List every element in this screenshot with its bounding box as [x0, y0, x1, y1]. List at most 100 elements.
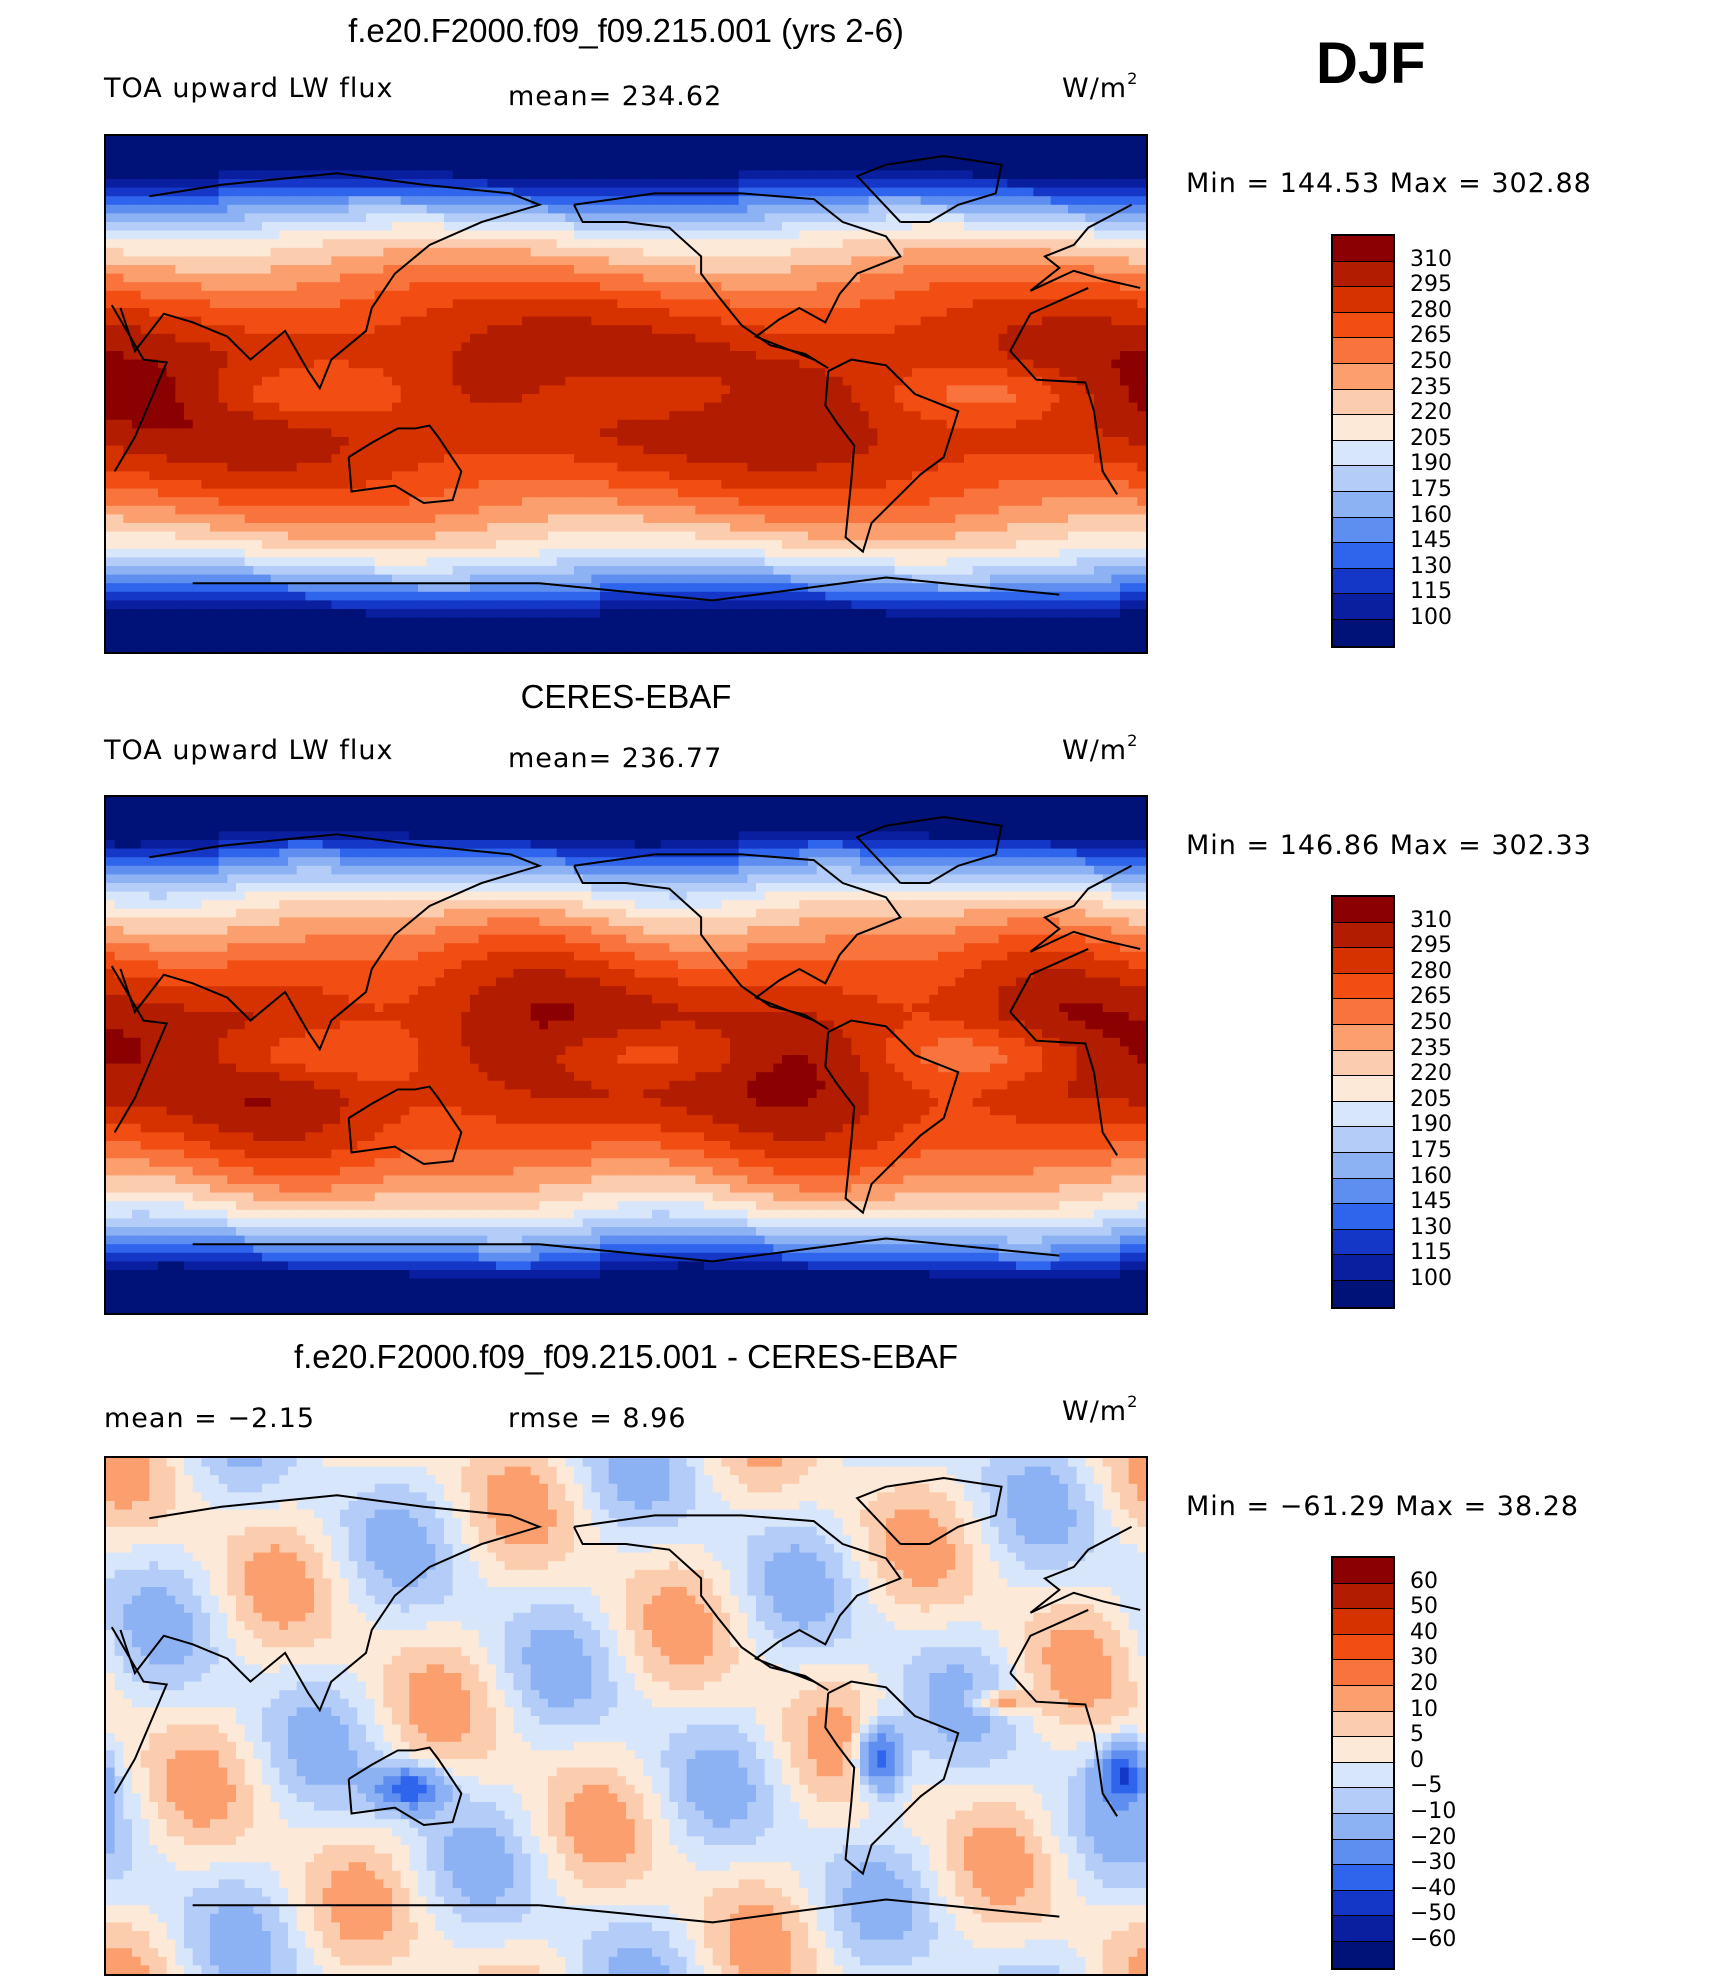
- field-cell: [374, 256, 384, 266]
- field-cell: [903, 359, 913, 369]
- field-cell: [322, 230, 332, 240]
- field-cell: [608, 394, 618, 404]
- field-cell: [1059, 419, 1069, 429]
- field-cell: [487, 222, 497, 232]
- field-cell: [132, 144, 142, 154]
- field-cell: [669, 136, 679, 146]
- field-cell: [184, 273, 194, 283]
- field-cell: [660, 471, 670, 481]
- field-cell: [114, 187, 124, 197]
- field-cell: [1024, 136, 1034, 146]
- field-cell: [201, 153, 211, 163]
- field-cell: [721, 359, 731, 369]
- field-cell: [1068, 316, 1078, 326]
- field-cell: [574, 153, 584, 163]
- field-cell: [504, 419, 514, 429]
- field-cell: [1094, 351, 1104, 361]
- field-cell: [149, 411, 159, 421]
- field-cell: [288, 265, 298, 275]
- field-cell: [175, 376, 185, 386]
- field-cell: [149, 179, 159, 189]
- field-cell: [270, 230, 280, 240]
- field-cell: [929, 196, 939, 206]
- field-cell: [851, 213, 861, 223]
- field-cell: [1102, 325, 1112, 335]
- field-cell: [704, 394, 714, 404]
- field-cell: [1137, 204, 1146, 214]
- field-cell: [782, 445, 792, 455]
- field-cell: [565, 342, 575, 352]
- field-cell: [374, 462, 384, 472]
- field-cell: [366, 428, 376, 438]
- field-cell: [262, 437, 272, 447]
- field-cell: [409, 471, 419, 481]
- field-cell: [782, 394, 792, 404]
- field-cell: [123, 213, 133, 223]
- field-cell: [270, 419, 280, 429]
- field-cell: [461, 213, 471, 223]
- field-cell: [487, 419, 497, 429]
- field-cell: [392, 136, 402, 146]
- field-cell: [331, 462, 341, 472]
- field-cell: [192, 437, 202, 447]
- field-cell: [678, 179, 688, 189]
- field-cell: [409, 411, 419, 421]
- field-cell: [790, 480, 800, 490]
- field-cell: [600, 333, 610, 343]
- field-cell: [1016, 480, 1026, 490]
- field-cell: [106, 402, 116, 412]
- field-cell: [522, 462, 532, 472]
- field-cell: [418, 290, 428, 300]
- field-cell: [565, 204, 575, 214]
- field-cell: [721, 325, 731, 335]
- field-cell: [1050, 368, 1060, 378]
- field-cell: [435, 290, 445, 300]
- field-cell: [964, 419, 974, 429]
- field-cell: [400, 239, 410, 249]
- field-cell: [600, 170, 610, 180]
- field-cell: [1068, 161, 1078, 171]
- field-cell: [478, 325, 488, 335]
- field-cell: [1042, 308, 1052, 318]
- field-cell: [799, 333, 809, 343]
- field-cell: [764, 196, 774, 206]
- field-cell: [253, 179, 263, 189]
- field-cell: [504, 170, 514, 180]
- field-cell: [400, 437, 410, 447]
- field-cell: [712, 144, 722, 154]
- field-cell: [842, 144, 852, 154]
- field-cell: [600, 230, 610, 240]
- field-cell: [738, 394, 748, 404]
- field-cell: [851, 419, 861, 429]
- field-cell: [981, 402, 991, 412]
- field-cell: [496, 196, 506, 206]
- field-cell: [912, 462, 922, 472]
- field-cell: [574, 325, 584, 335]
- field-cell: [1068, 196, 1078, 206]
- field-cell: [1033, 213, 1043, 223]
- field-cell: [522, 419, 532, 429]
- field-cell: [218, 394, 228, 404]
- field-cell: [955, 247, 965, 257]
- field-cell: [990, 325, 1000, 335]
- field-cell: [331, 161, 341, 171]
- field-cell: [435, 144, 445, 154]
- field-cell: [158, 480, 168, 490]
- field-cell: [288, 480, 298, 490]
- field-cell: [669, 273, 679, 283]
- field-cell: [123, 299, 133, 309]
- field-cell: [626, 308, 636, 318]
- field-cell: [470, 394, 480, 404]
- field-cell: [998, 376, 1008, 386]
- field-cell: [608, 333, 618, 343]
- field-cell: [1050, 428, 1060, 438]
- field-cell: [1059, 247, 1069, 257]
- field-cell: [565, 256, 575, 266]
- field-cell: [617, 402, 627, 412]
- field-cell: [1016, 204, 1026, 214]
- field-cell: [435, 394, 445, 404]
- field-cell: [799, 136, 809, 146]
- field-cell: [799, 394, 809, 404]
- field-cell: [938, 471, 948, 481]
- field-cell: [704, 316, 714, 326]
